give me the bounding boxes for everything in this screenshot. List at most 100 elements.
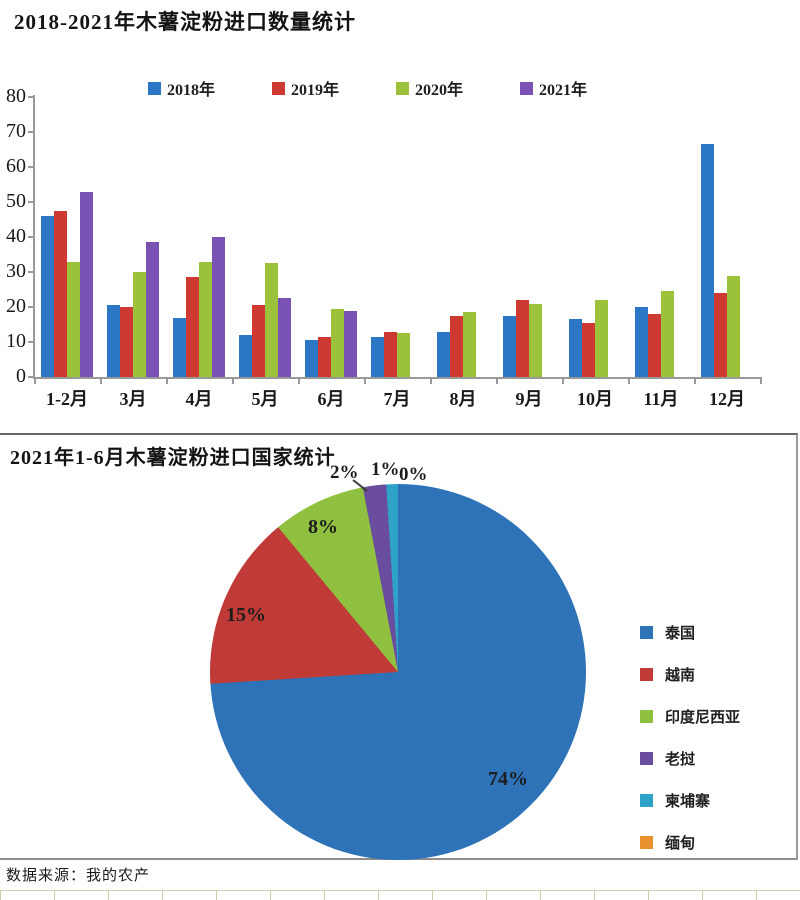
y-axis-tick-label: 30 <box>6 260 26 282</box>
pie-graphic <box>210 484 586 860</box>
legend-label-vietnam: 越南 <box>665 668 696 684</box>
legend-item-indonesia: 印度尼西亚 <box>640 706 740 727</box>
bar-2019年-5月 <box>252 305 265 377</box>
bar-2019年-11月 <box>648 314 661 377</box>
bar-2021年-6月 <box>344 310 357 377</box>
x-axis-tick <box>628 379 630 384</box>
legend-label-myanmar: 缅甸 <box>665 836 696 852</box>
x-axis-tick <box>760 379 762 384</box>
bar-2020年-12月 <box>727 275 740 377</box>
y-axis-tick <box>28 306 33 308</box>
legend-item-2018: 2018年 <box>148 76 215 100</box>
bar-2018年-8月 <box>437 331 450 377</box>
x-axis-tick <box>166 379 168 384</box>
legend-item-thailand: 泰国 <box>640 622 740 643</box>
x-axis-tick <box>298 379 300 384</box>
bar-2019年-10月 <box>582 322 595 377</box>
x-axis-tick <box>100 379 102 384</box>
bar-2021年-1-2月 <box>80 191 93 377</box>
bar-2019年-6月 <box>318 336 331 377</box>
y-axis-tick <box>28 341 33 343</box>
bar-2020年-3月 <box>133 272 146 377</box>
y-axis-tick-label: 0 <box>16 365 26 387</box>
bar-2018年-7月 <box>371 336 384 377</box>
pie-label-myanmar: 0% <box>399 464 428 485</box>
legend-swatch-2021-icon <box>520 81 534 95</box>
pie-label-vietnam: 15% <box>226 604 266 626</box>
legend-swatch-2018-icon <box>148 81 161 95</box>
bar-2020年-9月 <box>529 303 542 377</box>
bar-2020年-8月 <box>463 312 476 377</box>
x-axis-label: 9月 <box>515 389 543 409</box>
x-axis-label: 4月 <box>185 389 213 409</box>
x-axis-label: 10月 <box>577 389 613 409</box>
y-axis-tick <box>28 131 33 133</box>
y-axis-tick-label: 50 <box>6 190 26 212</box>
y-axis-tick-label: 80 <box>6 85 26 107</box>
x-axis-label: 5月 <box>251 389 279 409</box>
legend-label-2021: 2021年 <box>539 82 588 99</box>
legend-item-laos: 老挝 <box>640 748 740 769</box>
legend-label-2019: 2019年 <box>291 82 340 99</box>
bar-2018年-11月 <box>635 307 648 377</box>
x-axis-label: 12月 <box>709 389 745 409</box>
legend-item-cambodia: 柬埔寨 <box>640 790 740 811</box>
bar-2018年-4月 <box>173 317 186 377</box>
y-axis-tick-label: 40 <box>6 225 26 247</box>
x-axis-label: 3月 <box>119 389 147 409</box>
legend-label-cambodia: 柬埔寨 <box>665 794 711 810</box>
bar-2018年-9月 <box>503 315 516 377</box>
y-axis-tick <box>28 96 33 98</box>
bar-2020年-4月 <box>199 261 212 377</box>
y-axis-tick <box>28 376 33 378</box>
bar-2019年-9月 <box>516 300 529 377</box>
x-axis <box>33 377 762 379</box>
bar-2018年-1-2月 <box>41 216 54 377</box>
bar-2020年-5月 <box>265 263 278 377</box>
bar-2020年-1-2月 <box>67 261 80 377</box>
y-axis-tick-label: 20 <box>6 295 26 317</box>
x-axis-label: 8月 <box>449 389 477 409</box>
bar-2021年-5月 <box>278 298 291 377</box>
legend-label-2020: 2020年 <box>415 82 464 99</box>
legend-swatch-2020-icon <box>396 81 410 95</box>
pie-label-thailand: 74% <box>488 768 528 790</box>
legend-swatch-indonesia-icon <box>640 710 653 723</box>
cropped-table-row <box>0 890 800 900</box>
legend-label-laos: 老挝 <box>665 752 696 768</box>
pie-label-cambodia: 1% <box>371 459 400 480</box>
bar-2018年-10月 <box>569 319 582 377</box>
bar-2019年-8月 <box>450 315 463 377</box>
y-axis-tick <box>28 201 33 203</box>
pie-label-laos: 2% <box>330 462 359 483</box>
bar-2021年-4月 <box>212 237 225 377</box>
legend-swatch-2019-icon <box>272 81 286 95</box>
legend-swatch-vietnam-icon <box>640 668 653 681</box>
pie-chart-title: 2021年1-6月木薯淀粉进口国家统计 <box>10 447 336 469</box>
bar-2019年-3月 <box>120 307 133 377</box>
legend-label-indonesia: 印度尼西亚 <box>665 710 741 726</box>
y-axis-tick-label: 70 <box>6 120 26 142</box>
bar-2020年-10月 <box>595 300 608 377</box>
x-axis-label: 11月 <box>643 389 679 409</box>
x-axis-tick <box>562 379 564 384</box>
bar-2018年-12月 <box>701 144 714 377</box>
bar-chart-plot-area: 0 10 20 30 40 50 60 70 80 1-2月 3月 4月 5月 6月 7月 8月 9月 10月 11… <box>0 0 800 432</box>
x-axis-label: 7月 <box>383 389 411 409</box>
legend-swatch-myanmar-icon <box>640 836 653 849</box>
bar-2019年-12月 <box>714 293 727 377</box>
y-axis-tick <box>28 271 33 273</box>
bar-2019年-7月 <box>384 331 397 377</box>
bar-2020年-11月 <box>661 291 674 377</box>
bar-chart-title: 2018-2021年木薯淀粉进口数量统计 <box>14 10 356 34</box>
legend-item-2020: 2020年 <box>396 76 463 100</box>
y-axis-tick <box>28 166 33 168</box>
x-axis-tick <box>364 379 366 384</box>
bar-2021年-3月 <box>146 242 159 377</box>
x-axis-tick <box>34 379 36 384</box>
y-axis <box>33 95 35 379</box>
x-axis-tick <box>694 379 696 384</box>
x-axis-label: 6月 <box>317 389 345 409</box>
bar-2018年-3月 <box>107 305 120 377</box>
